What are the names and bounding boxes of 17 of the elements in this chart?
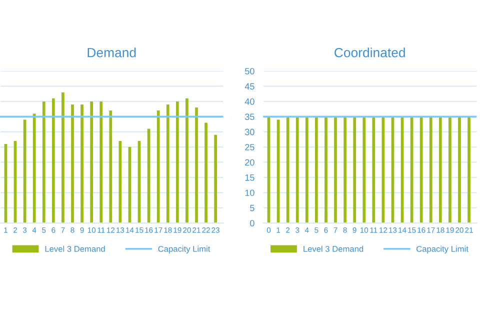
legend-label: Level 3 Demand xyxy=(45,246,105,252)
y-tick-label: 15 xyxy=(245,174,254,181)
y-tick-label: 0 xyxy=(250,220,254,226)
y-tick-label: 30 xyxy=(245,128,254,136)
y-tick-label: 25 xyxy=(245,144,254,150)
legend-label: Capacity Limit xyxy=(416,246,468,254)
y-tick-label: 40 xyxy=(244,98,254,105)
y-tick-label: 10 xyxy=(245,190,254,196)
y-tick-label: 35 xyxy=(245,114,254,120)
y-tick-label: 5 xyxy=(250,204,254,212)
y-tick-label: 50 xyxy=(245,68,254,74)
chart-title: Demand xyxy=(88,48,136,58)
chart-title: Coordinated xyxy=(334,48,405,58)
y-tick-label: 45 xyxy=(244,83,254,90)
legend-label: Level 3 Demand xyxy=(304,246,364,252)
legend-label: Capacity Limit xyxy=(158,246,210,254)
y-tick-label: 20 xyxy=(245,159,254,166)
